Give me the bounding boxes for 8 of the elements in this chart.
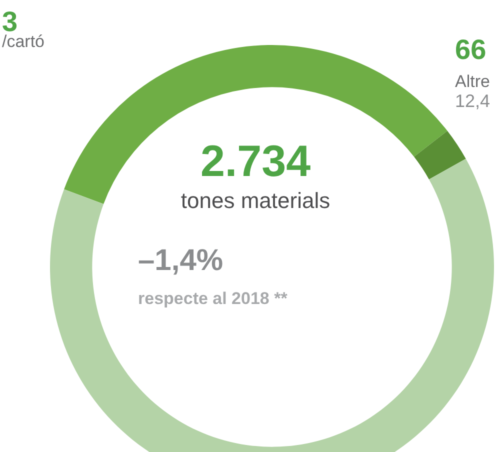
text: 66 [455,34,486,65]
text: respecte al 2018 ** [138,289,288,308]
text: 2.734 [199,137,312,186]
text: tones materials [180,188,332,213]
text: /cartó [2,32,45,51]
text: –1,4% [138,244,224,277]
text: Altre [455,72,490,91]
text: 12,4 [455,91,490,111]
